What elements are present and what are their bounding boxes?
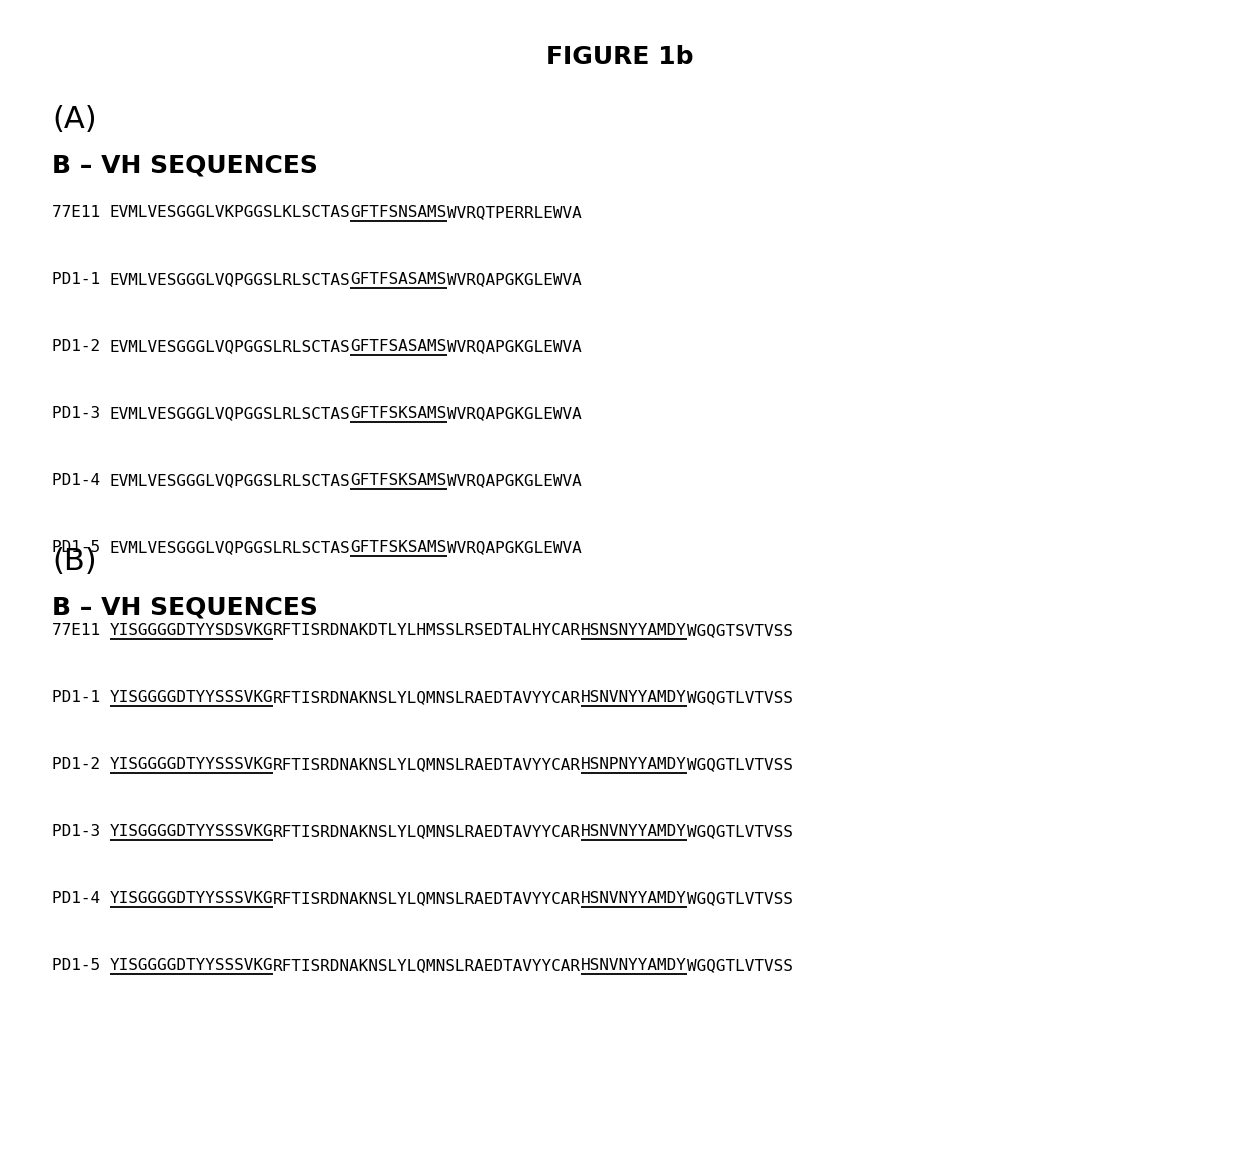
Text: GFTFSASAMS: GFTFSASAMS	[351, 339, 446, 354]
Text: YISGGGGDTYYSDSVKG: YISGGGGDTYYSDSVKG	[110, 623, 273, 638]
Text: EVMLVESGGGLVKPGGSLKLSCTAS: EVMLVESGGGLVKPGGSLKLSCTAS	[110, 205, 351, 220]
Text: YISGGGGDTYYSSSVKG: YISGGGGDTYYSSSVKG	[110, 958, 273, 973]
Text: WVRQAPGKGLEWVA: WVRQAPGKGLEWVA	[446, 405, 582, 421]
Text: (B): (B)	[52, 548, 97, 576]
Text: YISGGGGDTYYSSSVKG: YISGGGGDTYYSSSVKG	[110, 891, 273, 906]
Text: PD1-2: PD1-2	[52, 339, 110, 354]
Text: PD1-5: PD1-5	[52, 541, 110, 555]
Text: PD1-1: PD1-1	[52, 271, 110, 287]
Text: WVRQAPGKGLEWVA: WVRQAPGKGLEWVA	[446, 271, 582, 287]
Text: PD1-2: PD1-2	[52, 757, 110, 772]
Text: 77E11: 77E11	[52, 205, 110, 220]
Text: YISGGGGDTYYSSSVKG: YISGGGGDTYYSSSVKG	[110, 690, 273, 705]
Text: RFTISRDNAKNSLYLQMNSLRAEDTAVYYCAR: RFTISRDNAKNSLYLQMNSLRAEDTAVYYCAR	[273, 824, 582, 839]
Text: B – VH SEQUENCES: B – VH SEQUENCES	[52, 153, 317, 177]
Text: WGQGTLVTVSS: WGQGTLVTVSS	[687, 891, 794, 906]
Text: GFTFSASAMS: GFTFSASAMS	[351, 271, 446, 287]
Text: YISGGGGDTYYSSSVKG: YISGGGGDTYYSSSVKG	[110, 824, 273, 839]
Text: EVMLVESGGGLVQPGGSLRLSCTAS: EVMLVESGGGLVQPGGSLRLSCTAS	[110, 271, 351, 287]
Text: GFTFSKSAMS: GFTFSKSAMS	[351, 473, 446, 488]
Text: WVRQAPGKGLEWVA: WVRQAPGKGLEWVA	[446, 339, 582, 354]
Text: PD1-4: PD1-4	[52, 891, 110, 906]
Text: EVMLVESGGGLVQPGGSLRLSCTAS: EVMLVESGGGLVQPGGSLRLSCTAS	[110, 541, 351, 555]
Text: WGQGTLVTVSS: WGQGTLVTVSS	[687, 824, 794, 839]
Text: HSNVNYYAMDY: HSNVNYYAMDY	[582, 690, 687, 705]
Text: WGQGTLVTVSS: WGQGTLVTVSS	[687, 690, 794, 705]
Text: WGQGTLVTVSS: WGQGTLVTVSS	[687, 958, 794, 973]
Text: GFTFSKSAMS: GFTFSKSAMS	[351, 405, 446, 421]
Text: PD1-3: PD1-3	[52, 824, 110, 839]
Text: YISGGGGDTYYSSSVKG: YISGGGGDTYYSSSVKG	[110, 757, 273, 772]
Text: WGQGTLVTVSS: WGQGTLVTVSS	[687, 757, 794, 772]
Text: WVRQTPERRLEWVA: WVRQTPERRLEWVA	[446, 205, 582, 220]
Text: GFTFSNSAMS: GFTFSNSAMS	[351, 205, 446, 220]
Text: RFTISRDNAKDTLYLHMSSLRSEDTALHYCAR: RFTISRDNAKDTLYLHMSSLRSEDTALHYCAR	[273, 623, 582, 638]
Text: PD1-4: PD1-4	[52, 473, 110, 488]
Text: HSNSNYYAMDY: HSNSNYYAMDY	[582, 623, 687, 638]
Text: HSNVNYYAMDY: HSNVNYYAMDY	[582, 891, 687, 906]
Text: HSNPNYYAMDY: HSNPNYYAMDY	[582, 757, 687, 772]
Text: RFTISRDNAKNSLYLQMNSLRAEDTAVYYCAR: RFTISRDNAKNSLYLQMNSLRAEDTAVYYCAR	[273, 958, 582, 973]
Text: PD1-5: PD1-5	[52, 958, 110, 973]
Text: PD1-1: PD1-1	[52, 690, 110, 705]
Text: HSNVNYYAMDY: HSNVNYYAMDY	[582, 958, 687, 973]
Text: EVMLVESGGGLVQPGGSLRLSCTAS: EVMLVESGGGLVQPGGSLRLSCTAS	[110, 473, 351, 488]
Text: EVMLVESGGGLVQPGGSLRLSCTAS: EVMLVESGGGLVQPGGSLRLSCTAS	[110, 339, 351, 354]
Text: (A): (A)	[52, 105, 97, 134]
Text: WGQGTSVTVSS: WGQGTSVTVSS	[687, 623, 794, 638]
Text: 77E11: 77E11	[52, 623, 110, 638]
Text: RFTISRDNAKNSLYLQMNSLRAEDTAVYYCAR: RFTISRDNAKNSLYLQMNSLRAEDTAVYYCAR	[273, 891, 582, 906]
Text: EVMLVESGGGLVQPGGSLRLSCTAS: EVMLVESGGGLVQPGGSLRLSCTAS	[110, 405, 351, 421]
Text: B – VH SEQUENCES: B – VH SEQUENCES	[52, 595, 317, 619]
Text: GFTFSKSAMS: GFTFSKSAMS	[351, 541, 446, 555]
Text: WVRQAPGKGLEWVA: WVRQAPGKGLEWVA	[446, 541, 582, 555]
Text: RFTISRDNAKNSLYLQMNSLRAEDTAVYYCAR: RFTISRDNAKNSLYLQMNSLRAEDTAVYYCAR	[273, 690, 582, 705]
Text: PD1-3: PD1-3	[52, 405, 110, 421]
Text: HSNVNYYAMDY: HSNVNYYAMDY	[582, 824, 687, 839]
Text: FIGURE 1b: FIGURE 1b	[547, 45, 693, 69]
Text: RFTISRDNAKNSLYLQMNSLRAEDTAVYYCAR: RFTISRDNAKNSLYLQMNSLRAEDTAVYYCAR	[273, 757, 582, 772]
Text: WVRQAPGKGLEWVA: WVRQAPGKGLEWVA	[446, 473, 582, 488]
